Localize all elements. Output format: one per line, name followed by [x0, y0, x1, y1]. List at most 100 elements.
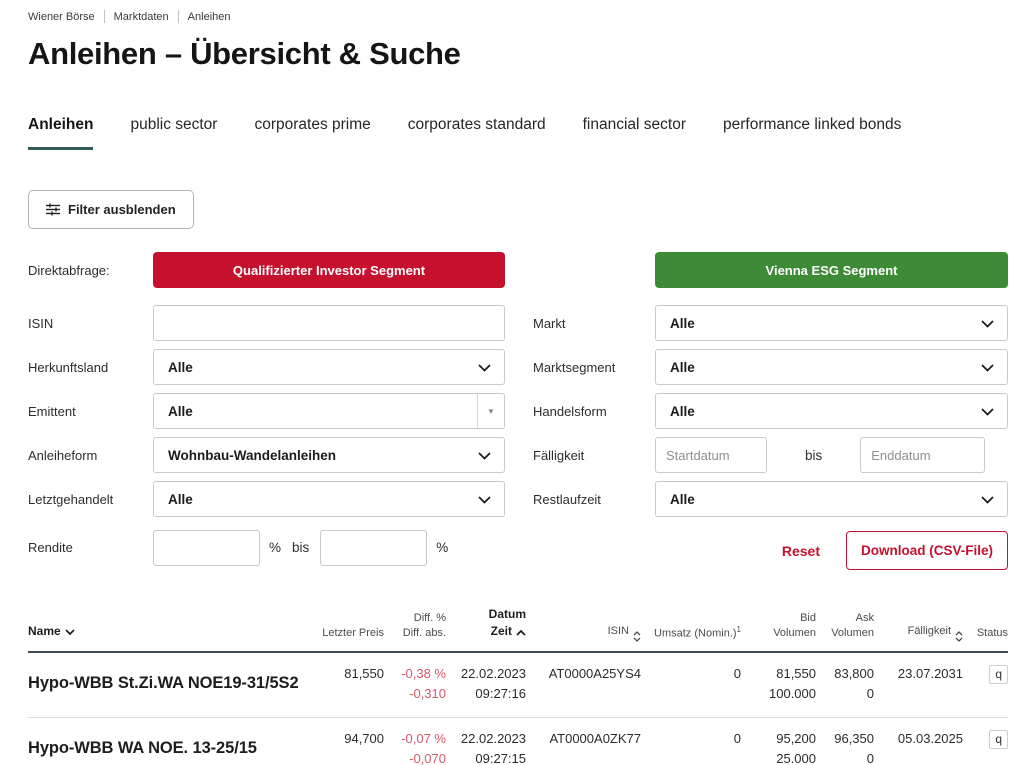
chevron-down-icon: [981, 492, 994, 507]
rendite-label: Rendite: [28, 540, 73, 555]
column-header-faelligkeit[interactable]: Fälligkeit: [874, 606, 963, 652]
handelsform-select[interactable]: Alle: [655, 393, 1008, 429]
bid-volumen-cell: 81,550 100.000: [769, 665, 816, 701]
chevron-down-icon: [65, 626, 75, 641]
isin-input[interactable]: [153, 305, 505, 341]
section-tabs: Anleihen public sector corporates prime …: [28, 116, 996, 150]
datetime-cell: 22.02.2023 09:27:15: [460, 731, 526, 765]
chevron-up-icon: [516, 626, 526, 641]
qualifizierter-investor-segment-button[interactable]: Qualifizierter Investor Segment: [153, 252, 505, 288]
markt-select-value: Alle: [670, 315, 695, 331]
tab-corporates-prime[interactable]: corporates prime: [254, 116, 371, 133]
herkunftsland-select-value: Alle: [168, 359, 193, 375]
tab-financial-sector[interactable]: financial sector: [582, 116, 687, 133]
restlaufzeit-select[interactable]: Alle: [655, 481, 1008, 517]
column-header-umsatz[interactable]: Umsatz (Nomin.)1: [654, 624, 741, 640]
column-header-isin[interactable]: ISIN: [526, 606, 641, 652]
datetime-cell: 22.02.2023 09:27:16: [460, 665, 526, 701]
tab-public-sector[interactable]: public sector: [130, 116, 218, 133]
chevron-down-icon: [478, 448, 491, 463]
vienna-esg-segment-button[interactable]: Vienna ESG Segment: [655, 252, 1008, 288]
chevron-down-icon: [981, 404, 994, 419]
chevron-down-icon: [981, 316, 994, 331]
filter-panel: Direktabfrage: Qualifizierter Investor S…: [28, 252, 1008, 570]
rendite-unit-label: %: [269, 540, 282, 555]
bond-name-link[interactable]: Hypo-WBB WA NOE. 13-25/15: [28, 739, 257, 758]
filter-toggle-button[interactable]: Filter ausblenden: [28, 190, 194, 229]
breadcrumb-item-anleihen[interactable]: Anleihen: [187, 10, 231, 23]
table-row: Hypo-WBB St.Zi.WA NOE19-31/5S2 81,550 -0…: [28, 652, 1008, 718]
tab-performance-linked-bonds[interactable]: performance linked bonds: [723, 116, 902, 133]
tab-anleihen[interactable]: Anleihen: [28, 116, 94, 150]
faelligkeit-range: bis: [655, 437, 1008, 473]
emittent-combobox[interactable]: Alle ▼: [153, 393, 505, 429]
letztgehandelt-select-value: Alle: [168, 491, 193, 507]
dropdown-arrow-icon[interactable]: ▼: [477, 394, 504, 428]
rendite-to-input[interactable]: [320, 529, 428, 566]
column-header-datum-zeit[interactable]: Datum Zeit: [446, 606, 526, 652]
breadcrumb: Wiener Börse Marktdaten Anleihen: [28, 10, 996, 23]
anleiheform-select[interactable]: Wohnbau-Wandelanleihen: [153, 437, 505, 473]
herkunftsland-select[interactable]: Alle: [153, 349, 505, 385]
breadcrumb-item-marktdaten[interactable]: Marktdaten: [113, 10, 169, 23]
isin-label: ISIN: [28, 315, 54, 331]
umsatz-cell: 0: [733, 665, 741, 681]
filter-toggle-label: Filter ausblenden: [68, 202, 176, 217]
column-header-ask-volumen[interactable]: Ask Volumen: [831, 612, 874, 640]
emittent-combobox-value: Alle: [168, 403, 193, 419]
marktsegment-label: Marktsegment: [533, 359, 616, 375]
faelligkeit-cell: 23.07.2031: [897, 665, 963, 681]
breadcrumb-item-wiener-boerse[interactable]: Wiener Börse: [28, 10, 95, 23]
bonds-table: Name Letzter Preis Diff. % Diff. abs. Dat…: [28, 606, 1008, 765]
enddatum-input[interactable]: [860, 437, 986, 473]
chevron-down-icon: [478, 492, 491, 507]
rendite-from-input[interactable]: [153, 529, 260, 566]
status-badge[interactable]: q: [989, 730, 1008, 750]
table-row: Hypo-WBB WA NOE. 13-25/15 94,700 -0,07 %…: [28, 718, 1008, 765]
diff-cell: -0,07 % -0,070: [401, 731, 446, 765]
status-badge[interactable]: q: [989, 664, 1008, 684]
status-cell: q: [963, 652, 1008, 718]
column-header-name[interactable]: Name: [28, 606, 308, 652]
page-title: Anleihen – Übersicht & Suche: [28, 36, 461, 71]
letztgehandelt-select[interactable]: Alle: [153, 481, 505, 517]
bid-volumen-cell: 95,200 25.000: [776, 731, 816, 765]
markt-select[interactable]: Alle: [655, 305, 1008, 341]
table-header-row: Name Letzter Preis Diff. % Diff. abs. Dat…: [28, 606, 1008, 652]
faelligkeit-cell: 05.03.2025: [897, 731, 963, 747]
column-header-letzter-preis[interactable]: Letzter Preis: [322, 627, 384, 640]
download-csv-button[interactable]: Download (CSV-File): [845, 531, 1008, 570]
breadcrumb-separator: [103, 10, 105, 23]
chevron-down-icon: [981, 360, 994, 375]
bond-name-link[interactable]: Hypo-WBB St.Zi.WA NOE19-31/5S2: [28, 674, 299, 693]
filter-actions: Reset Download (CSV-File): [533, 531, 1008, 570]
direktabfrage-label: Direktabfrage:: [28, 262, 110, 278]
letztgehandelt-label: Letztgehandelt: [28, 491, 114, 507]
anleiheform-label: Anleiheform: [28, 447, 98, 463]
rendite-range: % bis %: [153, 529, 505, 566]
marktsegment-select[interactable]: Alle: [655, 349, 1008, 385]
name-header-label: Name: [28, 624, 61, 639]
sort-both-icon: [955, 630, 963, 642]
startdatum-input[interactable]: [655, 437, 767, 473]
restlaufzeit-label: Restlaufzeit: [533, 491, 601, 507]
sort-both-icon: [633, 630, 641, 642]
last-price-cell: 94,700: [344, 731, 384, 747]
column-header-diff[interactable]: Diff. % Diff. abs.: [402, 612, 446, 640]
column-header-bid-volumen[interactable]: Bid Volumen: [773, 612, 816, 640]
rendite-bis-label: bis: [292, 540, 310, 555]
tab-corporates-standard[interactable]: corporates standard: [407, 116, 546, 133]
reset-link[interactable]: Reset: [781, 542, 820, 559]
faelligkeit-bis-label: bis: [805, 447, 823, 463]
umsatz-cell: 0: [733, 731, 741, 747]
rendite-unit-label: %: [436, 540, 449, 555]
anleiheform-select-value: Wohnbau-Wandelanleihen: [168, 447, 336, 463]
diff-cell: -0,38 % -0,310: [401, 665, 446, 701]
emittent-label: Emittent: [28, 403, 76, 419]
restlaufzeit-select-value: Alle: [670, 491, 695, 507]
breadcrumb-separator: [177, 10, 179, 23]
handelsform-select-value: Alle: [670, 403, 695, 419]
markt-label: Markt: [533, 315, 566, 331]
chevron-down-icon: [478, 360, 491, 375]
